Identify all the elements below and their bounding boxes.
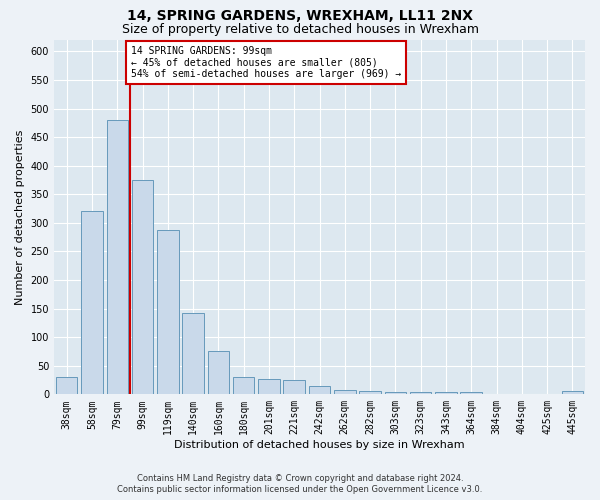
X-axis label: Distribution of detached houses by size in Wrexham: Distribution of detached houses by size … — [174, 440, 465, 450]
Bar — [562, 392, 583, 394]
Bar — [132, 180, 153, 394]
Bar — [385, 392, 406, 394]
Bar — [56, 377, 77, 394]
Bar — [283, 380, 305, 394]
Bar — [233, 377, 254, 394]
Text: 14 SPRING GARDENS: 99sqm
← 45% of detached houses are smaller (805)
54% of semi-: 14 SPRING GARDENS: 99sqm ← 45% of detach… — [131, 46, 401, 79]
Bar — [309, 386, 330, 394]
Bar — [157, 230, 179, 394]
Bar — [182, 312, 204, 394]
Bar — [208, 352, 229, 395]
Text: 14, SPRING GARDENS, WREXHAM, LL11 2NX: 14, SPRING GARDENS, WREXHAM, LL11 2NX — [127, 9, 473, 23]
Bar — [334, 390, 356, 394]
Bar — [410, 392, 431, 394]
Bar — [107, 120, 128, 394]
Text: Contains HM Land Registry data © Crown copyright and database right 2024.
Contai: Contains HM Land Registry data © Crown c… — [118, 474, 482, 494]
Bar — [435, 392, 457, 394]
Bar — [258, 379, 280, 394]
Bar — [81, 212, 103, 394]
Y-axis label: Number of detached properties: Number of detached properties — [15, 130, 25, 305]
Bar — [460, 392, 482, 394]
Bar — [359, 392, 381, 394]
Text: Size of property relative to detached houses in Wrexham: Size of property relative to detached ho… — [121, 22, 479, 36]
